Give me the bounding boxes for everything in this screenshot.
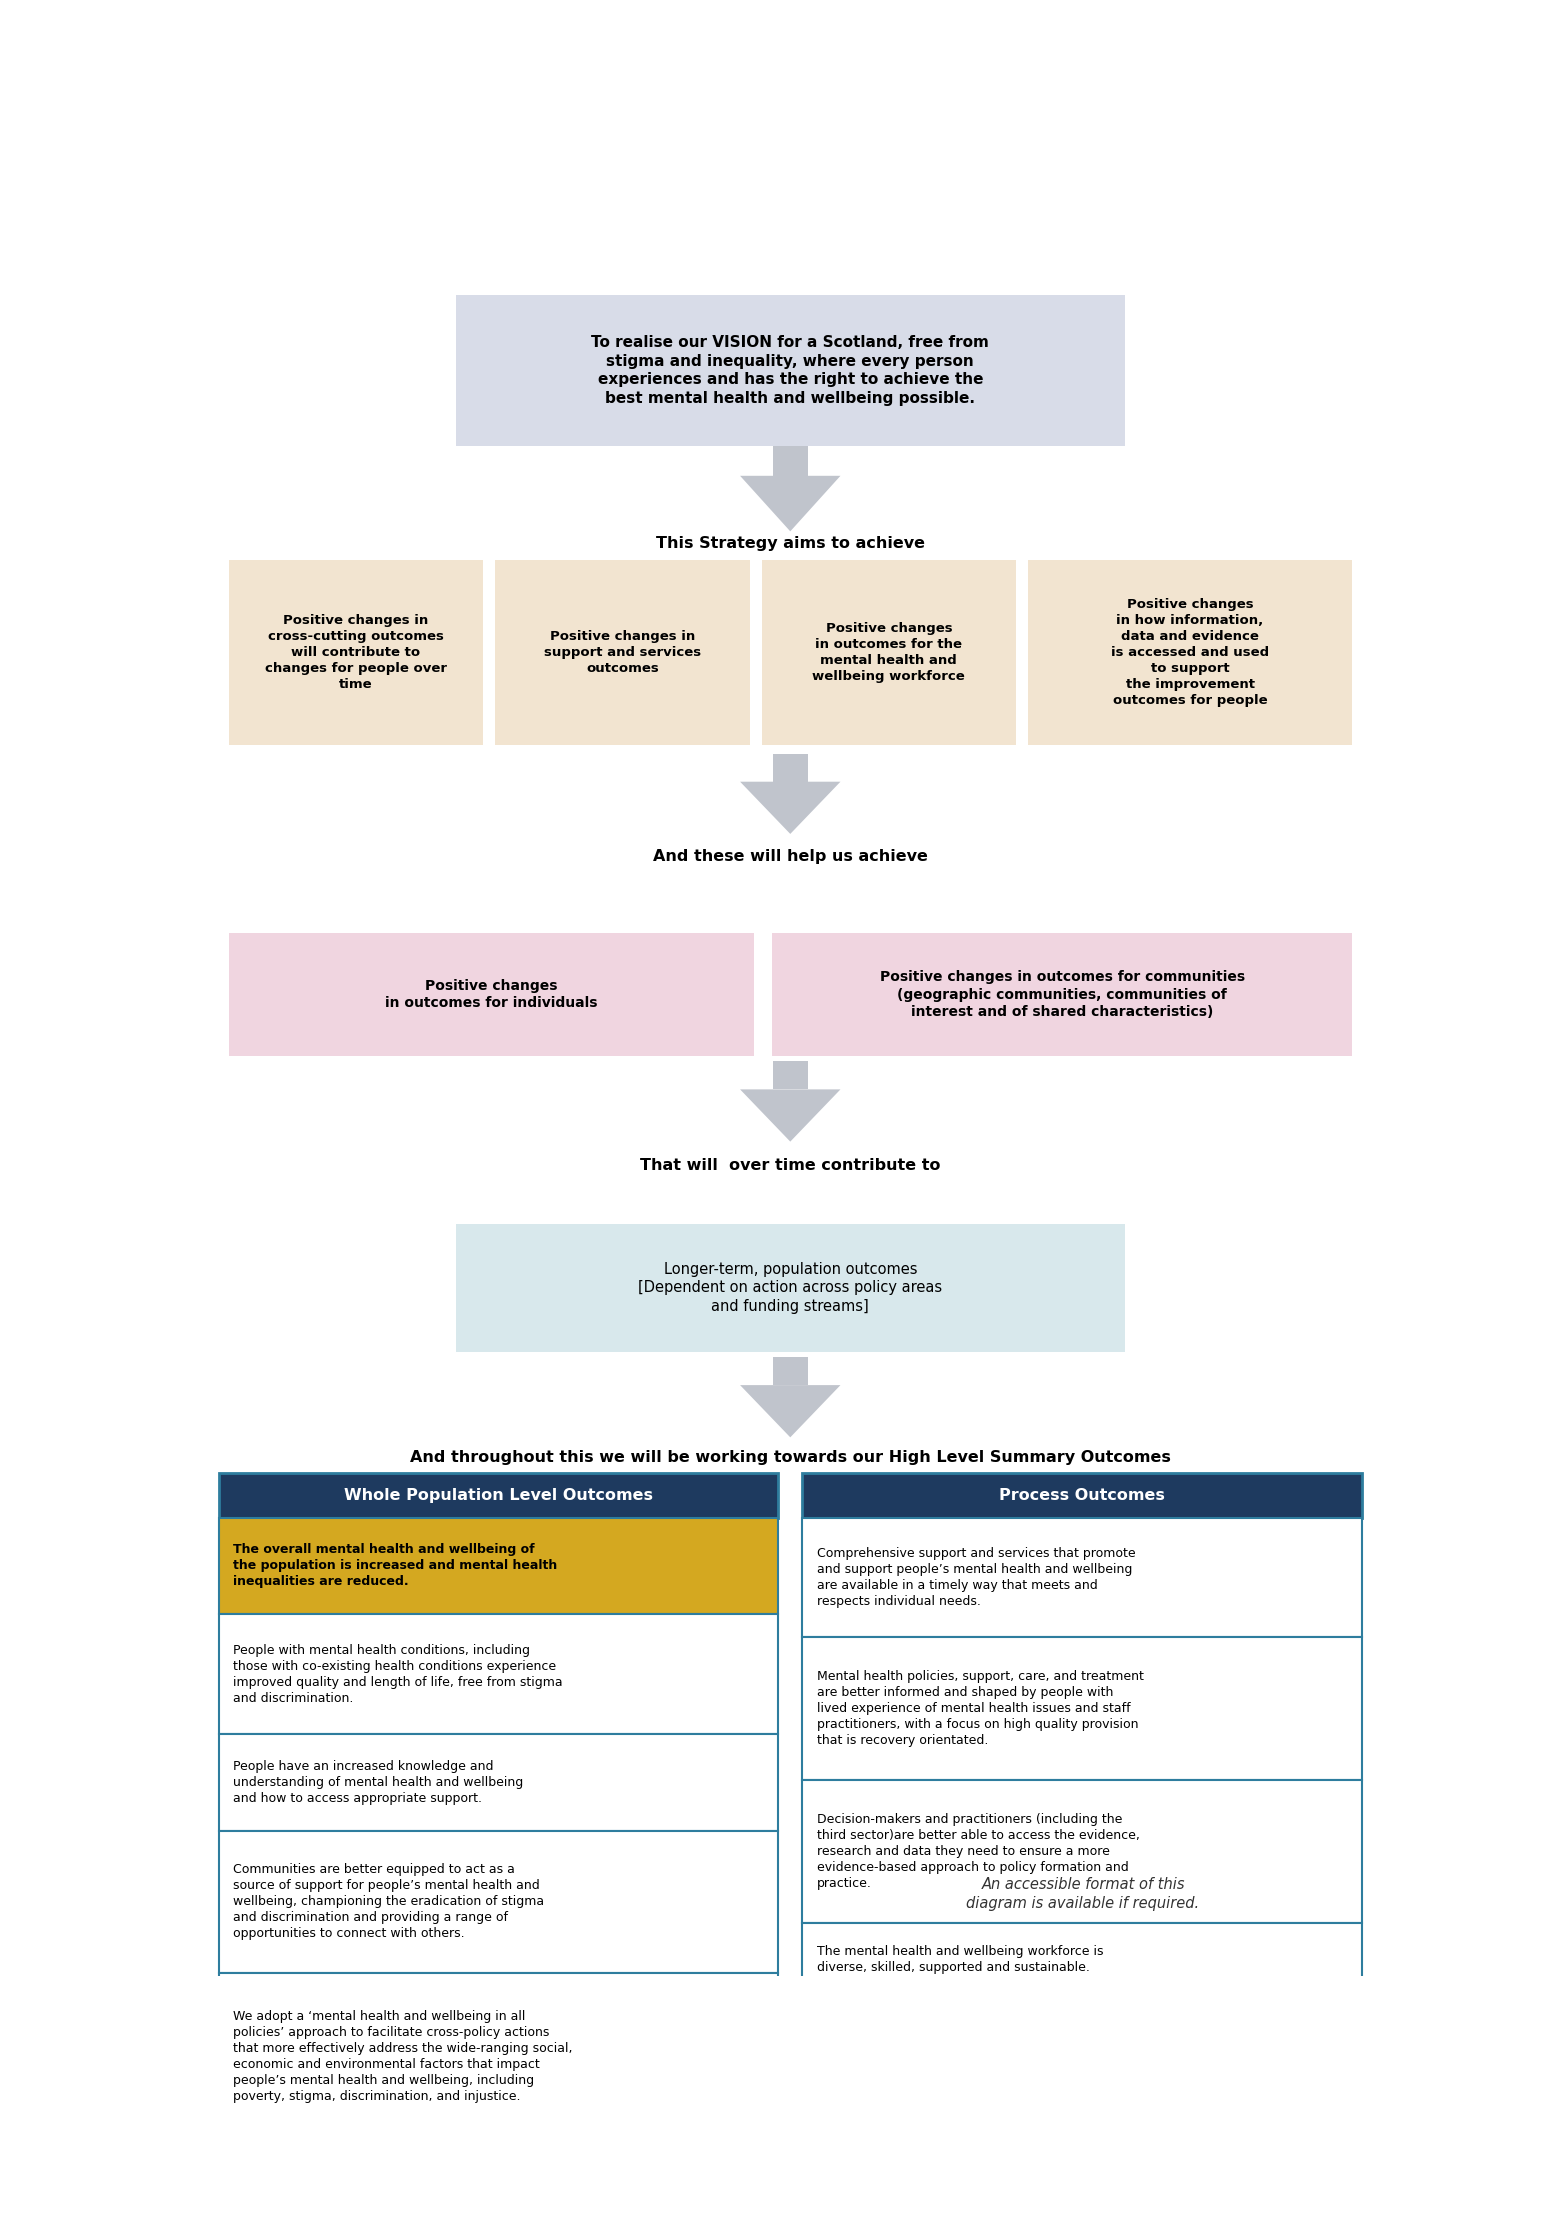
FancyBboxPatch shape — [802, 1923, 1362, 1996]
FancyBboxPatch shape — [219, 1832, 779, 1974]
Text: Positive changes in outcomes for communities
(geographic communities, communitie: Positive changes in outcomes for communi… — [879, 970, 1244, 1019]
Text: Positive changes
in outcomes for individuals: Positive changes in outcomes for individ… — [386, 979, 598, 1010]
Text: And these will help us achieve: And these will help us achieve — [652, 848, 928, 864]
Text: People with mental health conditions, including
those with co-existing health co: People with mental health conditions, in… — [233, 1643, 563, 1705]
FancyBboxPatch shape — [773, 1061, 808, 1090]
Text: This Strategy aims to achieve: This Strategy aims to achieve — [655, 535, 925, 551]
FancyBboxPatch shape — [219, 1974, 779, 2140]
Text: Whole Population Level Outcomes: Whole Population Level Outcomes — [344, 1487, 654, 1503]
FancyBboxPatch shape — [495, 559, 749, 746]
Text: Mental health policies, support, care, and treatment
are better informed and sha: Mental health policies, support, care, a… — [817, 1669, 1144, 1747]
FancyBboxPatch shape — [802, 1518, 1362, 1638]
Polygon shape — [740, 1385, 840, 1436]
Text: Positive changes
in how information,
data and evidence
is accessed and used
to s: Positive changes in how information, dat… — [1110, 597, 1269, 708]
Text: Longer-term, population outcomes
[Dependent on action across policy areas
and fu: Longer-term, population outcomes [Depend… — [638, 1261, 942, 1314]
Polygon shape — [740, 1090, 840, 1141]
FancyBboxPatch shape — [219, 1614, 779, 1734]
FancyBboxPatch shape — [773, 446, 808, 475]
Text: To realise our VISION for a Scotland, free from
stigma and inequality, where eve: To realise our VISION for a Scotland, fr… — [591, 335, 990, 406]
FancyBboxPatch shape — [802, 1474, 1362, 1518]
Text: Positive changes in
support and services
outcomes: Positive changes in support and services… — [544, 630, 702, 675]
FancyBboxPatch shape — [762, 559, 1016, 746]
Text: Comprehensive support and services that promote
and support people’s mental heal: Comprehensive support and services that … — [817, 1547, 1135, 1607]
FancyBboxPatch shape — [219, 1474, 779, 1518]
Text: Process Outcomes: Process Outcomes — [999, 1487, 1164, 1503]
FancyBboxPatch shape — [228, 559, 483, 746]
FancyBboxPatch shape — [219, 1734, 779, 1832]
FancyBboxPatch shape — [802, 1780, 1362, 1923]
FancyBboxPatch shape — [773, 932, 1352, 1057]
FancyBboxPatch shape — [773, 1356, 808, 1385]
Text: That will  over time contribute to: That will over time contribute to — [640, 1159, 941, 1172]
FancyBboxPatch shape — [219, 1518, 779, 1614]
FancyBboxPatch shape — [456, 1223, 1126, 1352]
Text: Positive changes
in outcomes for the
mental health and
wellbeing workforce: Positive changes in outcomes for the men… — [813, 622, 965, 684]
Text: Communities are better equipped to act as a
source of support for people’s menta: Communities are better equipped to act a… — [233, 1863, 544, 1940]
Text: And throughout this we will be working towards our High Level Summary Outcomes: And throughout this we will be working t… — [410, 1450, 1170, 1465]
Text: The overall mental health and wellbeing of
the population is increased and menta: The overall mental health and wellbeing … — [233, 1543, 558, 1590]
Polygon shape — [740, 781, 840, 835]
FancyBboxPatch shape — [228, 932, 754, 1057]
Text: We adopt a ‘mental health and wellbeing in all
policies’ approach to facilitate : We adopt a ‘mental health and wellbeing … — [233, 2009, 574, 2102]
Text: Decision-makers and practitioners (including the
third sector)are better able to: Decision-makers and practitioners (inclu… — [817, 1814, 1140, 1889]
FancyBboxPatch shape — [773, 753, 808, 781]
Text: Positive changes in
cross-cutting outcomes
will contribute to
changes for people: Positive changes in cross-cutting outcom… — [265, 615, 447, 690]
Polygon shape — [740, 475, 840, 531]
Text: An accessible format of this
diagram is available if required.: An accessible format of this diagram is … — [967, 1876, 1200, 1911]
FancyBboxPatch shape — [802, 1638, 1362, 1780]
FancyBboxPatch shape — [1029, 559, 1352, 746]
Text: The mental health and wellbeing workforce is
diverse, skilled, supported and sus: The mental health and wellbeing workforc… — [817, 1945, 1103, 1974]
FancyBboxPatch shape — [456, 295, 1126, 446]
Text: People have an increased knowledge and
understanding of mental health and wellbe: People have an increased knowledge and u… — [233, 1760, 524, 1805]
